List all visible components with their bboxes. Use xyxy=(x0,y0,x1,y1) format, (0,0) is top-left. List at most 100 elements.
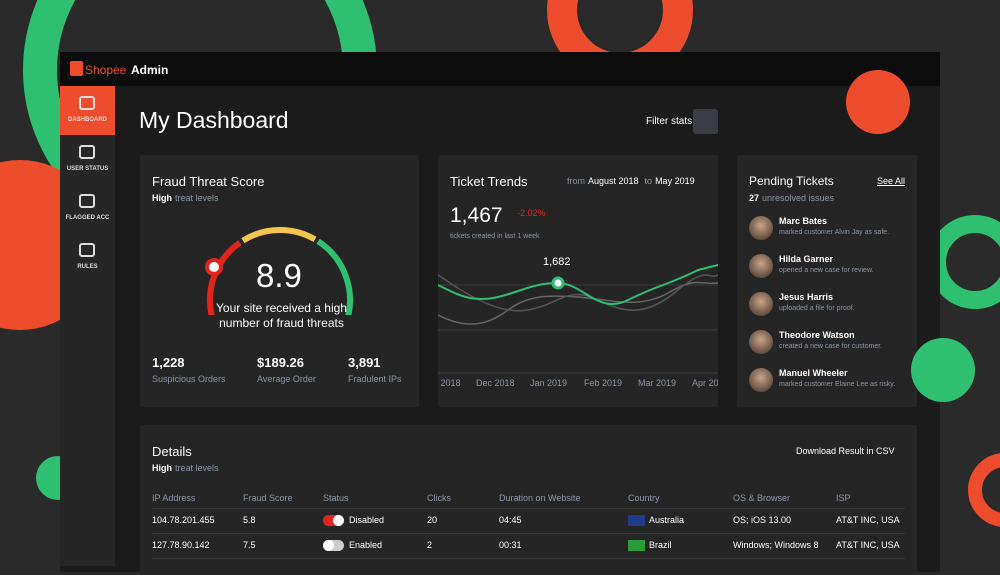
brand: Shopee xyxy=(85,63,127,77)
card-title: Details xyxy=(152,444,192,459)
ui: Shopee Admin DASHBOARD USER STATUS FLAGGED A… xyxy=(60,52,940,566)
row-divider xyxy=(152,558,905,559)
ticket-action: opened a new case for review. xyxy=(779,267,874,274)
range-to[interactable]: May 2019 xyxy=(655,176,695,186)
sidebar-label[interactable]: FLAGGED ACC xyxy=(65,215,110,221)
cell: Brazil xyxy=(649,540,672,550)
column-header: Duration on Website xyxy=(499,493,581,503)
cell: AT&T INC, USA xyxy=(836,540,900,550)
gauge-pointer xyxy=(205,258,223,276)
flag xyxy=(628,540,645,551)
cell: 04:45 xyxy=(499,515,522,525)
sidebar xyxy=(60,86,115,566)
sidebar-icon[interactable] xyxy=(79,145,95,159)
ticket-action: marked customer Elaine Lee as risky. xyxy=(779,381,896,388)
cell: 127.78.90.142 xyxy=(152,540,210,550)
gauge-arc xyxy=(207,240,242,315)
cell: Windows; Windows 8 xyxy=(733,540,819,550)
x-axis: Nov 2018 Dec 2018 Jan 2019 Feb 2019 Mar 2019… xyxy=(438,378,718,392)
row-divider xyxy=(152,508,905,509)
sidebar-icon[interactable] xyxy=(79,194,95,208)
ticket-name: Marc Bates xyxy=(779,216,828,226)
cell: 20 xyxy=(427,515,438,525)
logo xyxy=(70,61,83,76)
cell: OS; iOS 13.00 xyxy=(733,515,792,525)
column-header: OS & Browser xyxy=(733,493,791,503)
avatar xyxy=(749,368,773,392)
toggle-knob xyxy=(323,540,334,551)
cell: 104.78.201.455 xyxy=(152,515,215,525)
filter-label: Filter stats xyxy=(646,116,693,127)
x-tick-label: Feb 2019 xyxy=(584,378,623,388)
total: 1,467 xyxy=(450,204,503,227)
x-tick-label: Nov 2018 xyxy=(438,378,461,388)
cell: Australia xyxy=(649,515,685,525)
range-text: to xyxy=(644,176,653,186)
level-suffix: treat levels xyxy=(175,463,219,473)
sidebar-icon[interactable] xyxy=(79,96,95,110)
change: -2.02% xyxy=(517,208,546,218)
avatar xyxy=(749,330,773,354)
ticket-name: Jesus Harris xyxy=(779,292,834,302)
score: 8.9 xyxy=(256,257,302,294)
count-value: 27 xyxy=(749,193,760,203)
card-title: Ticket Trends xyxy=(450,174,528,189)
stat-value: 3,891 xyxy=(348,355,381,370)
sidebar-label[interactable]: USER STATUS xyxy=(66,166,109,172)
gauge xyxy=(205,227,353,315)
x-tick-label: Apr 2019 xyxy=(692,378,718,388)
avatar xyxy=(749,216,773,240)
trend-chart xyxy=(438,264,718,374)
sidebar-label[interactable]: RULES xyxy=(77,264,98,270)
level: High treat levels xyxy=(152,463,219,473)
see-all[interactable]: See All xyxy=(877,176,906,186)
toggle-knob xyxy=(333,515,344,526)
download-link[interactable]: Download Result in CSV xyxy=(796,446,895,456)
ticket-name: Manuel Wheeler xyxy=(779,368,848,378)
stat-label: Average Order xyxy=(257,374,316,384)
avatar xyxy=(749,254,773,278)
row-divider xyxy=(152,533,905,534)
count-suffix: unresolved issues xyxy=(762,193,835,203)
stat-label: Suspicious Orders xyxy=(152,374,226,384)
caption: tickets created in last 1 week xyxy=(450,233,540,240)
sidebar-icon[interactable] xyxy=(79,243,95,257)
column-header: ISP xyxy=(836,493,851,503)
flag xyxy=(628,515,645,526)
column-header: Status xyxy=(323,493,349,503)
cell: 2 xyxy=(427,540,433,550)
sidebar-label[interactable]: DASHBOARD xyxy=(68,117,107,123)
top-bar xyxy=(60,52,940,86)
card xyxy=(737,155,917,407)
level-suffix: treat levels xyxy=(175,193,219,203)
ticket-action: uploaded a file for proof. xyxy=(779,305,855,312)
ticket-name: Hilda Garner xyxy=(779,254,834,264)
gauge-arc xyxy=(241,227,317,244)
card-title: Fraud Threat Score xyxy=(152,174,265,189)
gauge-arc xyxy=(316,238,353,315)
stat-label: Fradulent IPs xyxy=(348,374,402,384)
cell: AT&T INC, USA xyxy=(836,515,900,525)
sidebar-active xyxy=(60,86,115,135)
range-from[interactable]: August 2018 xyxy=(588,176,639,186)
column-header: Country xyxy=(628,493,660,503)
deco-ring xyxy=(968,453,1000,527)
cell: Enabled xyxy=(349,540,383,550)
point-label: 1,682 xyxy=(543,256,571,268)
filter-button[interactable] xyxy=(693,109,718,134)
count: 27 unresolved issues xyxy=(749,193,834,203)
range-text: from xyxy=(567,176,585,186)
level-value: High xyxy=(152,193,172,203)
x-tick-label: Dec 2018 xyxy=(476,378,515,388)
cell: 7.5 xyxy=(243,540,256,550)
ticket-action: marked customer Alvin Jay as safe. xyxy=(779,229,890,236)
card xyxy=(140,155,419,407)
cell: 5.8 xyxy=(243,515,256,525)
cell: Disabled xyxy=(349,515,385,525)
trend-point xyxy=(551,276,565,290)
column-header: Fraud Score xyxy=(243,493,293,503)
ticket-action: created a new case for customer. xyxy=(779,343,883,350)
cell: 00:31 xyxy=(499,540,522,550)
column-header: Clicks xyxy=(427,493,451,503)
